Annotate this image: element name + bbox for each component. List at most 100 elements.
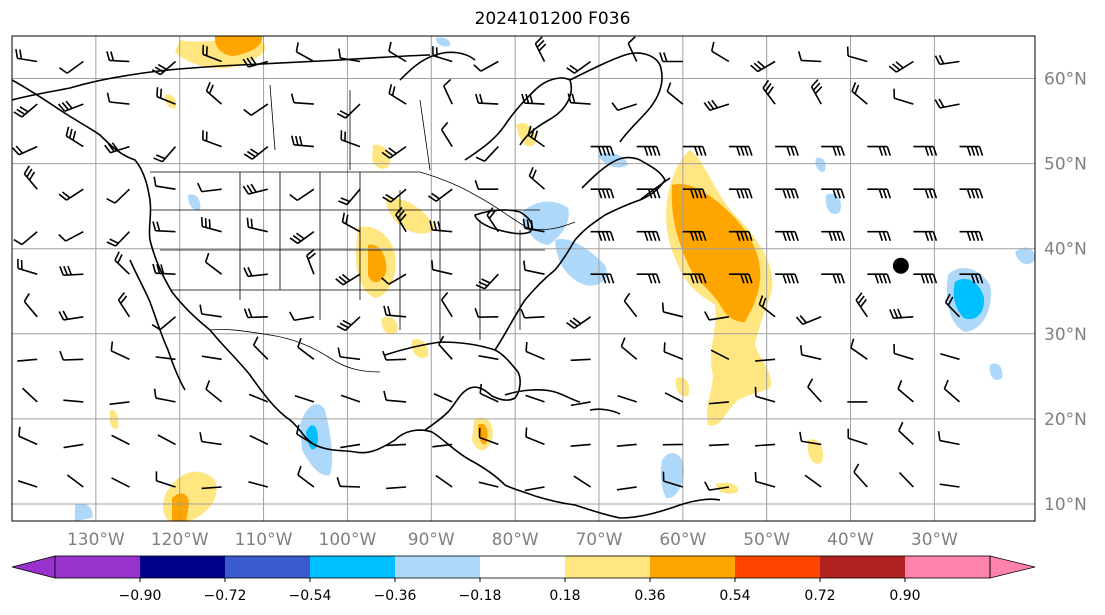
wind-barb [959, 188, 984, 199]
wind-barb [478, 481, 499, 488]
wind-barb [775, 145, 799, 156]
colorbar-tick-label: −0.54 [289, 588, 332, 604]
wind-barb [570, 401, 591, 407]
wind-barb [704, 311, 730, 321]
wind-barb [851, 82, 868, 105]
wind-barb [566, 60, 592, 74]
anomaly-patch-small-6 [815, 157, 826, 172]
wind-barb [754, 386, 776, 403]
wind-barb [381, 145, 407, 159]
wind-barb [242, 56, 269, 68]
wind-barb [636, 230, 661, 241]
colorbar-segment [735, 556, 821, 578]
wind-barb [336, 103, 361, 119]
wind-barb [821, 188, 845, 199]
anomaly-core-mexico [306, 425, 318, 450]
wind-barb [888, 60, 914, 73]
wind-barb [799, 431, 822, 446]
wind-barb [853, 463, 868, 488]
coast-hudson-bay [464, 77, 572, 161]
wind-barb [889, 308, 914, 319]
wind-barb [243, 145, 269, 160]
colorbar-segment [565, 556, 651, 578]
wind-barb [627, 36, 638, 62]
wind-barb [636, 188, 661, 199]
wind-barb [243, 308, 268, 319]
wind-barb [395, 206, 407, 233]
wind-barb [611, 102, 637, 112]
anomaly-patch-east [807, 439, 824, 464]
wind-barb [18, 426, 38, 446]
wind-barb [66, 474, 84, 488]
longitude-label: 60°W [659, 530, 706, 550]
wind-barb [898, 421, 914, 445]
wind-barb [336, 316, 361, 332]
wind-barb [475, 273, 499, 290]
wind-barb [249, 434, 269, 446]
wind-barb [616, 486, 637, 491]
wind-barb [432, 46, 453, 63]
wind-barb [762, 79, 776, 105]
wind-barb [486, 207, 499, 233]
map-background [12, 36, 1035, 521]
wind-barb [567, 93, 591, 105]
wind-barb [944, 293, 961, 318]
anomaly-patch-pacific-nw [188, 194, 201, 211]
wind-barb [117, 292, 131, 318]
latitude-label: 10°N [1044, 495, 1087, 515]
longitude-label: 30°W [911, 530, 958, 550]
longitude-label: 50°W [743, 530, 790, 550]
wind-barb [383, 390, 407, 403]
storm-marker [892, 257, 909, 274]
wind-barb [152, 221, 176, 233]
wind-barb [590, 188, 615, 199]
wind-barb [897, 379, 914, 403]
colorbar-tick-label: −0.90 [119, 588, 162, 604]
wind-barb [205, 380, 223, 403]
longitude-label: 100°W [319, 530, 377, 550]
wind-barb [708, 443, 729, 447]
wind-barb [659, 52, 683, 63]
wind-barb [153, 388, 176, 403]
wind-barb [775, 273, 799, 284]
wind-barb [959, 273, 984, 284]
wind-barb [199, 432, 222, 446]
wind-barb [893, 88, 914, 105]
wind-barb [821, 230, 845, 241]
wind-barb [109, 401, 130, 406]
colorbar-tick-label: 0.18 [549, 588, 580, 604]
wind-barb [616, 443, 637, 447]
wind-barb [940, 353, 960, 361]
longitude-labels: 130°W 120°W 110°W 100°W 90°W 80°W 70°W 60°W 50°W… [67, 530, 958, 550]
wind-barb [528, 167, 546, 190]
wind-barb [22, 387, 38, 403]
anomaly-core-east-atlantic [953, 278, 985, 320]
colorbar-tick-label: 0.90 [889, 588, 920, 604]
wind-barb [63, 399, 84, 403]
wind-barb [867, 145, 892, 156]
wind-barb [438, 335, 453, 360]
wind-barb [755, 358, 776, 362]
wind-barb [662, 471, 684, 488]
wind-barb [388, 84, 407, 105]
wind-barb [617, 394, 637, 403]
wind-barb [297, 338, 315, 360]
wind-barb [850, 338, 868, 360]
wind-barb [775, 188, 799, 199]
anomaly-patch-texas [381, 316, 398, 335]
wind-barb [703, 99, 730, 112]
wind-barb [682, 188, 707, 199]
coast-pacific-americas [12, 79, 536, 497]
wind-barb [474, 179, 499, 190]
anomaly-patch-great-lakes [522, 201, 569, 245]
wind-barb [807, 378, 822, 403]
wind-barbs [12, 36, 984, 492]
wind-barb [566, 316, 592, 329]
colorbar-segment [140, 556, 226, 578]
wind-barb [290, 93, 314, 105]
wind-barb [12, 145, 38, 156]
wind-barb [534, 36, 547, 62]
wind-barb [523, 260, 545, 275]
wind-barb [525, 394, 545, 403]
wind-barb [959, 230, 984, 241]
